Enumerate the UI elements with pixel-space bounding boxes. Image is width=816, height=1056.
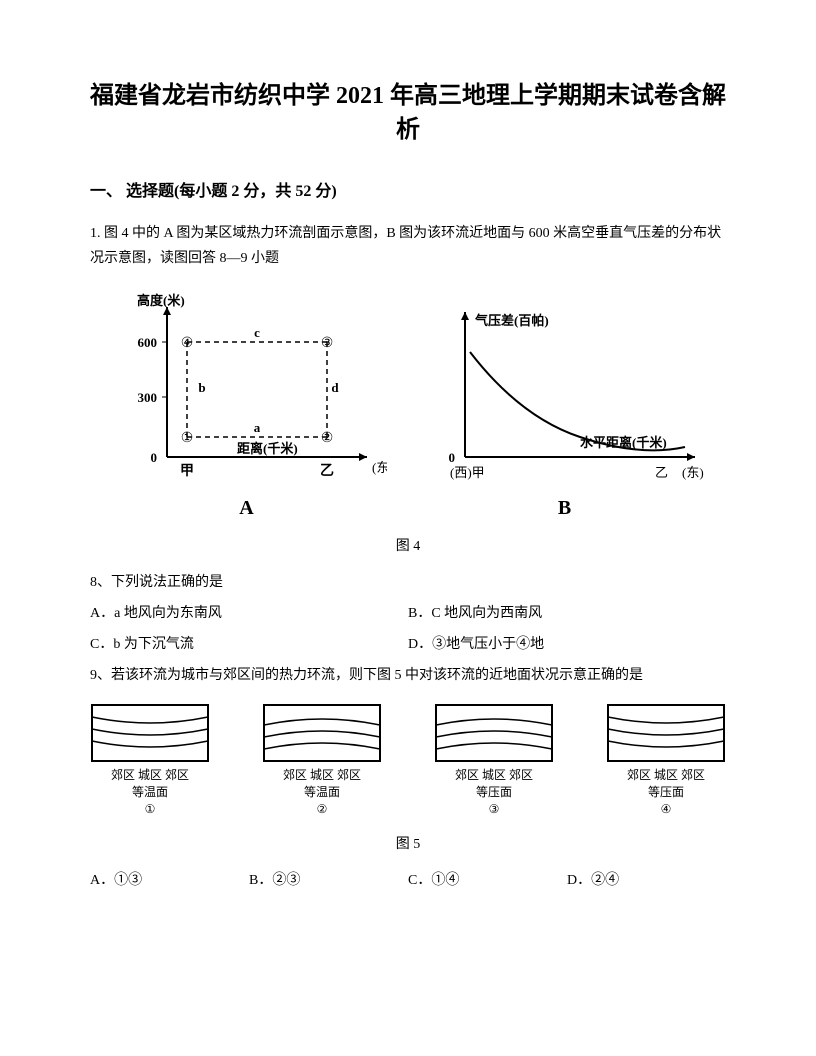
diagram-2-type: 等温面 <box>283 784 361 801</box>
q8-options-row1: A．a 地风向为东南风 B．C 地风向为西南风 <box>90 601 726 626</box>
diagram-1-type: 等温面 <box>111 784 189 801</box>
svg-text:水平距离(千米): 水平距离(千米) <box>580 435 667 450</box>
diagram-2: 郊区 城区 郊区 等温面 ② <box>262 703 382 817</box>
diagram-2-labels: 郊区 城区 郊区 <box>283 767 361 784</box>
q8-options-row2: C．b 为下沉气流 D．③地气压小于④地 <box>90 632 726 657</box>
svg-text:距离(千米): 距离(千米) <box>237 441 298 456</box>
q9-opt-b: B．②③ <box>249 868 408 893</box>
q8-stem: 8、下列说法正确的是 <box>90 570 726 595</box>
q9-opt-a: A．①③ <box>90 868 249 893</box>
chart-a-svg: ① ② ③ ④ a b c d 600 300 0 高度(米) 距离(千米) (… <box>107 287 387 487</box>
diagram-2-num: ② <box>283 801 361 818</box>
figure-5-row: 郊区 城区 郊区 等温面 ① 郊区 城区 郊区 等温面 ② 郊区 城区 郊区 等… <box>90 703 726 817</box>
diagram-3: 郊区 城区 郊区 等压面 ③ <box>434 703 554 817</box>
q8-opt-a: A．a 地风向为东南风 <box>90 601 408 626</box>
q1-intro: 1. 图 4 中的 A 图为某区域热力环流剖面示意图，B 图为该环流近地面与 6… <box>90 221 726 271</box>
svg-text:③: ③ <box>320 336 333 351</box>
q8-opt-d: D．③地气压小于④地 <box>408 632 726 657</box>
svg-text:甲: 甲 <box>180 463 194 479</box>
diagram-3-labels: 郊区 城区 郊区 <box>455 767 533 784</box>
diagram-1: 郊区 城区 郊区 等温面 ① <box>90 703 210 817</box>
figure-5-caption: 图 5 <box>90 833 726 853</box>
svg-text:(西)甲: (西)甲 <box>450 465 485 480</box>
chart-a-letter: A <box>107 497 387 520</box>
svg-text:300: 300 <box>137 390 157 405</box>
svg-text:0: 0 <box>150 450 157 465</box>
diagram-3-num: ③ <box>455 801 533 818</box>
diagram-4: 郊区 城区 郊区 等压面 ④ <box>606 703 726 817</box>
q9-stem: 9、若该环流为城市与郊区间的热力环流，则下图 5 中对该环流的近地面状况示意正确… <box>90 663 726 688</box>
svg-text:d: d <box>331 380 339 395</box>
chart-a: ① ② ③ ④ a b c d 600 300 0 高度(米) 距离(千米) (… <box>107 287 387 520</box>
q9-opt-d: D．②④ <box>567 868 726 893</box>
svg-text:气压差(百帕): 气压差(百帕) <box>475 313 549 328</box>
chart-b: 气压差(百帕) 水平距离(千米) 0 (西)甲 乙 (东) B <box>420 287 710 520</box>
svg-text:乙: 乙 <box>320 463 334 479</box>
exam-title: 福建省龙岩市纺织中学 2021 年高三地理上学期期末试卷含解析 <box>90 80 726 147</box>
svg-text:①: ① <box>180 431 193 446</box>
svg-text:600: 600 <box>137 335 157 350</box>
diagram-1-num: ① <box>111 801 189 818</box>
svg-text:a: a <box>253 420 260 435</box>
figure-4-row: ① ② ③ ④ a b c d 600 300 0 高度(米) 距离(千米) (… <box>90 287 726 520</box>
section-1-heading: 一、 选择题(每小题 2 分，共 52 分) <box>90 177 726 201</box>
q9-options-row: A．①③ B．②③ C．①④ D．②④ <box>90 868 726 893</box>
figure-4-caption: 图 4 <box>90 535 726 555</box>
chart-b-letter: B <box>420 497 710 520</box>
chart-b-svg: 气压差(百帕) 水平距离(千米) 0 (西)甲 乙 (东) <box>420 287 710 487</box>
q8-opt-b: B．C 地风向为西南风 <box>408 601 726 626</box>
svg-text:④: ④ <box>180 336 193 351</box>
svg-text:②: ② <box>320 431 333 446</box>
diagram-3-type: 等压面 <box>455 784 533 801</box>
svg-text:c: c <box>254 325 260 340</box>
diagram-1-labels: 郊区 城区 郊区 <box>111 767 189 784</box>
svg-text:(东): (东) <box>372 460 387 475</box>
svg-text:高度(米): 高度(米) <box>137 293 185 308</box>
q8-opt-c: C．b 为下沉气流 <box>90 632 408 657</box>
diagram-4-labels: 郊区 城区 郊区 <box>627 767 705 784</box>
diagram-4-num: ④ <box>627 801 705 818</box>
svg-text:乙: 乙 <box>655 465 668 480</box>
svg-text:(东): (东) <box>682 465 704 480</box>
q9-opt-c: C．①④ <box>408 868 567 893</box>
diagram-4-type: 等压面 <box>627 784 705 801</box>
svg-text:0: 0 <box>448 450 455 465</box>
svg-text:b: b <box>198 380 205 395</box>
